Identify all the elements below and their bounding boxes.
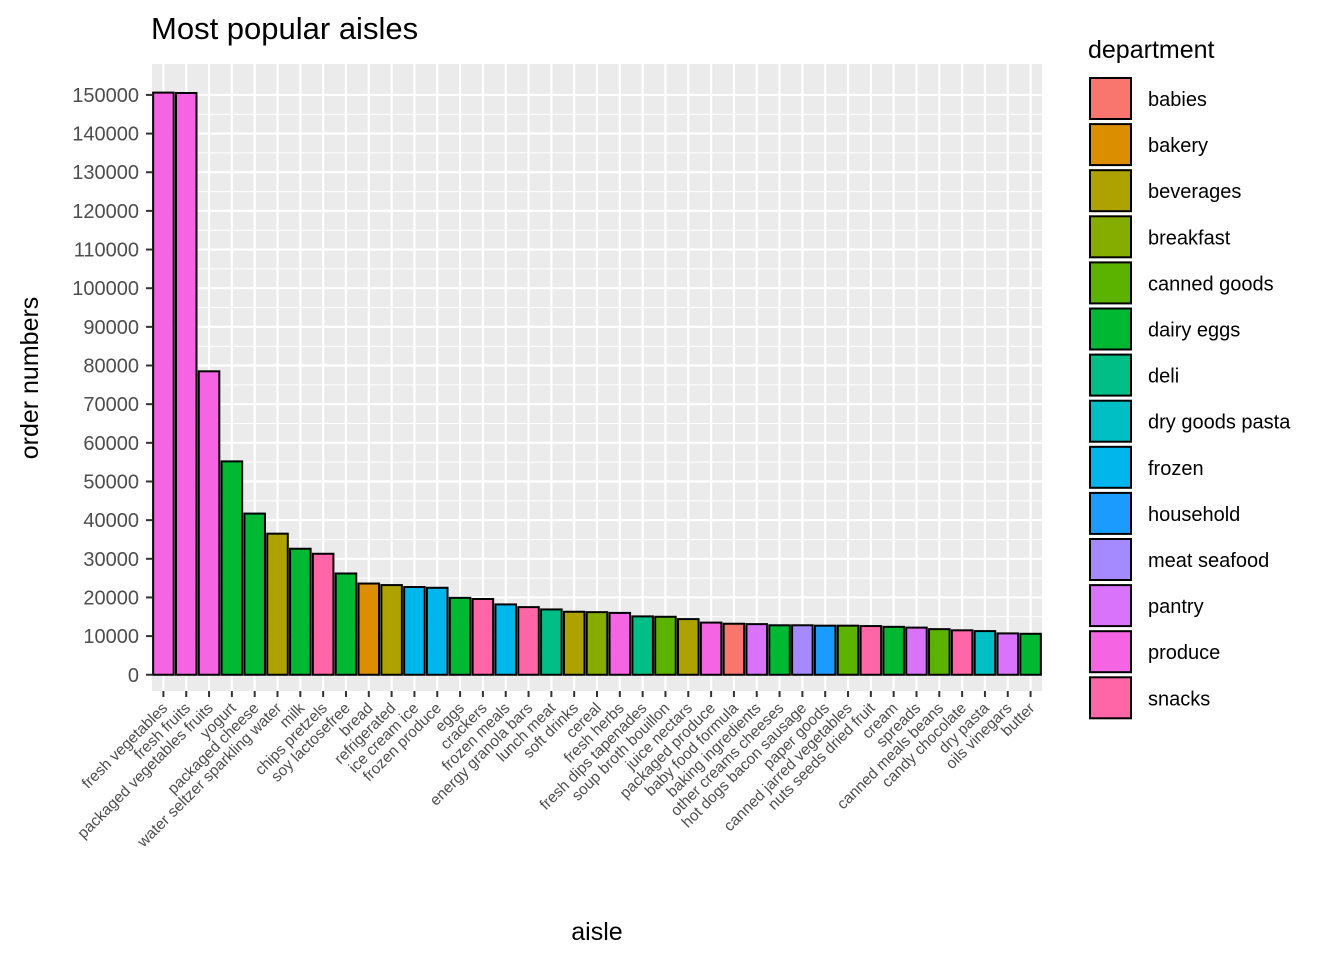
- bar: [289, 547, 312, 676]
- legend-swatch: [1089, 353, 1132, 397]
- bar: [699, 621, 723, 676]
- legend-swatch: [1089, 123, 1132, 167]
- bar: [813, 624, 837, 676]
- y-tick-label: 100000: [72, 278, 139, 300]
- bar: [768, 624, 791, 676]
- legend-swatch: [1089, 399, 1132, 443]
- legend-label: dry goods pasta: [1148, 412, 1291, 434]
- chart-title: Most popular aisles: [151, 11, 418, 46]
- bar: [152, 91, 175, 676]
- legend-title: department: [1088, 36, 1215, 64]
- bar: [1019, 632, 1042, 676]
- y-axis-title: order numbers: [16, 297, 44, 460]
- legend-label: household: [1148, 504, 1240, 526]
- bar: [654, 615, 677, 676]
- y-tick-label: 0: [128, 665, 139, 687]
- y-tick-label: 140000: [72, 124, 139, 146]
- bar: [996, 632, 1020, 676]
- x-axis-title: aisle: [571, 918, 622, 946]
- bar: [220, 460, 244, 676]
- bar: [403, 586, 426, 676]
- bar: [425, 586, 449, 676]
- bar: [334, 572, 358, 676]
- legend-swatch: [1089, 169, 1132, 213]
- bar: [243, 512, 266, 676]
- legend-label: produce: [1148, 642, 1220, 664]
- legend-label: pantry: [1148, 596, 1204, 618]
- bar: [357, 582, 381, 676]
- legend-label: bakery: [1148, 135, 1208, 157]
- bar: [562, 610, 586, 676]
- legend-swatch: [1089, 307, 1132, 351]
- bar: [540, 608, 563, 676]
- bar: [882, 625, 905, 676]
- bar: [380, 584, 403, 676]
- bar: [928, 628, 951, 676]
- legend-label: snacks: [1148, 688, 1210, 710]
- bar: [471, 597, 495, 676]
- bar: [836, 624, 860, 676]
- legend-swatch: [1089, 215, 1132, 259]
- legend-swatch: [1089, 676, 1132, 720]
- y-tick-label: 110000: [74, 240, 139, 262]
- legend-swatch: [1089, 630, 1132, 674]
- legend-label: beverages: [1148, 181, 1241, 203]
- legend-label: breakfast: [1148, 227, 1231, 249]
- legend-swatch: [1089, 584, 1132, 628]
- bar: [608, 611, 632, 676]
- y-tick-label: 150000: [72, 85, 139, 107]
- bar: [517, 606, 540, 676]
- bar: [859, 625, 883, 676]
- y-tick-label: 80000: [83, 356, 139, 378]
- bar: [973, 630, 997, 676]
- legend-swatch: [1089, 538, 1132, 581]
- bar: [266, 532, 289, 676]
- y-tick-label: 10000: [83, 626, 139, 648]
- bar: [950, 629, 974, 676]
- bar: [448, 596, 472, 676]
- bar: [174, 91, 198, 676]
- legend-label: canned goods: [1148, 273, 1274, 295]
- legend-label: meat seafood: [1148, 550, 1269, 572]
- legend-label: deli: [1148, 366, 1179, 388]
- legend: department babies bakery beverages breakfas…: [1088, 36, 1291, 720]
- bar: [585, 611, 609, 676]
- legend-swatch: [1089, 445, 1132, 489]
- y-tick-label: 20000: [83, 587, 139, 609]
- bar: [197, 370, 221, 676]
- bar: [631, 615, 654, 676]
- bar: [722, 622, 746, 676]
- bar: [311, 552, 335, 676]
- y-tick-label: 60000: [83, 433, 139, 455]
- y-tick-label: 40000: [83, 510, 139, 532]
- legend-label: dairy eggs: [1148, 320, 1240, 342]
- legend-label: frozen: [1148, 458, 1204, 480]
- legend-swatch: [1089, 491, 1132, 535]
- legend-swatch: [1089, 261, 1132, 305]
- y-tick-label: 50000: [83, 471, 139, 493]
- legend-swatch: [1089, 77, 1132, 120]
- y-tick-label: 70000: [83, 394, 139, 416]
- legend-label: babies: [1148, 89, 1207, 111]
- bar: [905, 626, 928, 676]
- bar: [745, 623, 769, 676]
- y-tick-label: 130000: [72, 162, 139, 184]
- bars: [152, 91, 1042, 676]
- bar: [791, 624, 814, 676]
- bar: [494, 603, 517, 676]
- bar: [677, 618, 700, 676]
- y-tick-label: 90000: [83, 317, 139, 339]
- y-tick-label: 30000: [83, 549, 139, 571]
- y-tick-label: 120000: [72, 201, 139, 223]
- y-axis: 0 10000 20000 30000 40000 50000 60000 70000 8000…: [72, 85, 152, 687]
